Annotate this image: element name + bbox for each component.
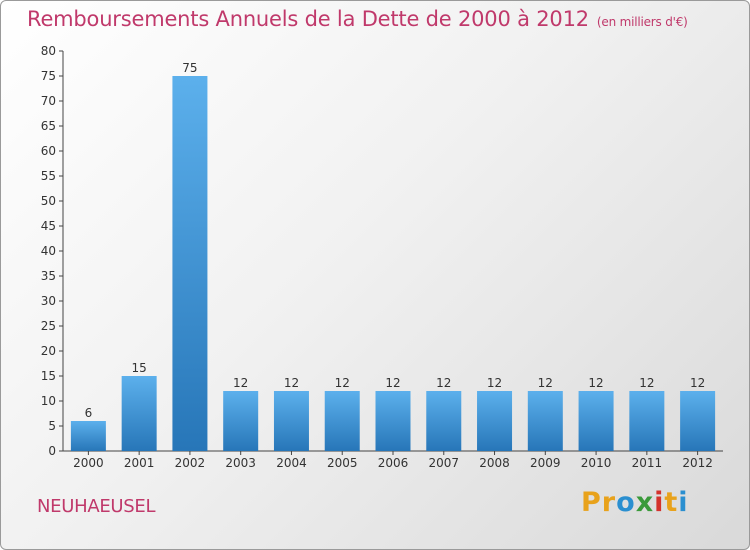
logo-letter: i <box>678 487 689 518</box>
y-tick-label: 35 <box>41 269 56 283</box>
x-tick-label-2003: 2003 <box>225 456 256 470</box>
y-tick-label: 75 <box>41 69 56 83</box>
bar-2004 <box>273 391 309 451</box>
x-tick-label-2004: 2004 <box>276 456 307 470</box>
y-tick-label: 0 <box>48 444 56 458</box>
x-tick-label-2009: 2009 <box>530 456 561 470</box>
x-tick-label-2011: 2011 <box>632 456 663 470</box>
y-tick-label: 45 <box>41 219 56 233</box>
x-tick-label-2006: 2006 <box>378 456 409 470</box>
data-label-2010: 12 <box>588 376 603 390</box>
bar-2007 <box>426 391 462 451</box>
logo-letter: P <box>581 487 602 518</box>
data-label-2006: 12 <box>385 376 400 390</box>
data-label-2003: 12 <box>233 376 248 390</box>
data-label-2004: 12 <box>284 376 299 390</box>
y-tick-label: 60 <box>41 144 56 158</box>
chart-title-text: Remboursements Annuels de la Dette de 20… <box>27 7 589 31</box>
logo-letter: r <box>601 487 617 518</box>
y-tick-label: 70 <box>41 94 56 108</box>
y-tick-label: 80 <box>41 44 56 58</box>
data-label-2008: 12 <box>487 376 502 390</box>
bar-2001 <box>121 376 157 451</box>
data-label-2011: 12 <box>639 376 654 390</box>
bar-2003 <box>223 391 259 451</box>
y-tick-label: 5 <box>48 419 56 433</box>
y-tick-label: 10 <box>41 394 56 408</box>
bar-2011 <box>629 391 665 451</box>
y-tick-label: 30 <box>41 294 56 308</box>
logo-letter: x <box>635 487 655 518</box>
data-label-2012: 12 <box>690 376 705 390</box>
bar-2010 <box>578 391 614 451</box>
y-tick-label: 25 <box>41 319 56 333</box>
chart-title: Remboursements Annuels de la Dette de 20… <box>27 7 688 31</box>
x-tick-label-2012: 2012 <box>682 456 713 470</box>
y-tick-label: 40 <box>41 244 56 258</box>
data-label-2001: 15 <box>132 361 147 375</box>
data-label-2002: 75 <box>182 61 197 75</box>
logo-letter: o <box>616 487 636 518</box>
data-label-2005: 12 <box>335 376 350 390</box>
y-tick-label: 15 <box>41 369 56 383</box>
y-tick-label: 20 <box>41 344 56 358</box>
x-tick-label-2010: 2010 <box>581 456 612 470</box>
y-tick-label: 65 <box>41 119 56 133</box>
x-tick-label-2005: 2005 <box>327 456 358 470</box>
bar-2008 <box>477 391 513 451</box>
bar-2012 <box>680 391 716 451</box>
commune-name: NEUHAEUSEL <box>37 496 156 517</box>
bar-2005 <box>324 391 360 451</box>
bar-2002 <box>172 76 208 451</box>
bar-2000 <box>70 421 106 451</box>
chart-subtitle: (en milliers d'€) <box>596 15 688 29</box>
data-label-2000: 6 <box>85 406 93 420</box>
x-tick-label-2000: 2000 <box>73 456 104 470</box>
x-tick-label-2001: 2001 <box>124 456 155 470</box>
y-tick-label: 55 <box>41 169 56 183</box>
x-tick-label-2008: 2008 <box>479 456 510 470</box>
x-tick-label-2002: 2002 <box>175 456 206 470</box>
y-tick-label: 50 <box>41 194 56 208</box>
logo-letter: i <box>654 487 665 518</box>
data-label-2007: 12 <box>436 376 451 390</box>
bar-2006 <box>375 391 411 451</box>
data-label-2009: 12 <box>538 376 553 390</box>
bar-2009 <box>527 391 563 451</box>
proxiti-logo: Proxiti <box>581 487 689 518</box>
x-tick-label-2007: 2007 <box>428 456 459 470</box>
logo-letter: t <box>664 487 679 518</box>
